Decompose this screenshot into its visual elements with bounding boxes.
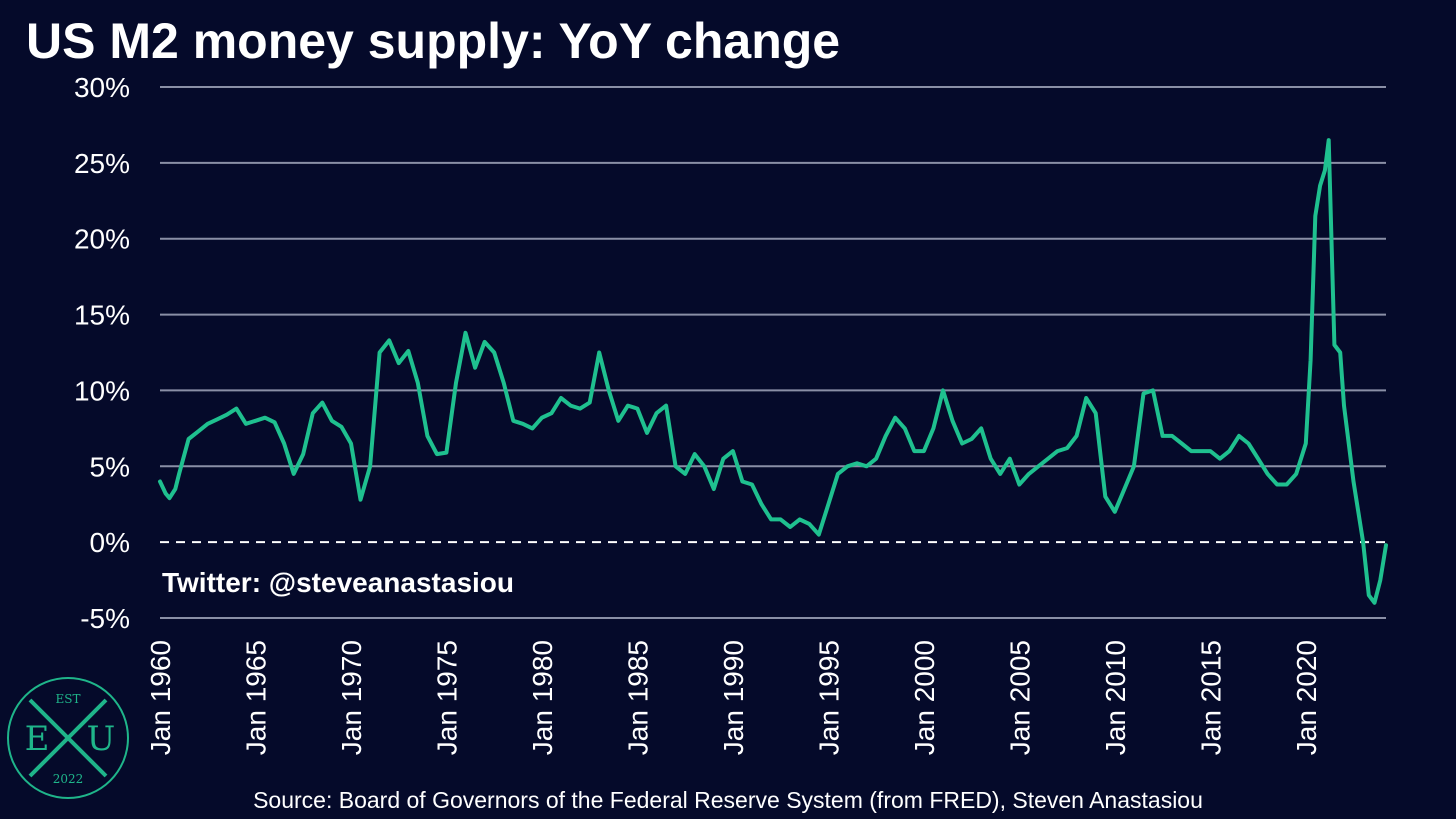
x-tick-label: Jan 2015 [1195, 640, 1226, 755]
x-tick-label: Jan 1995 [813, 640, 844, 755]
y-gridlines [160, 86, 1386, 619]
y-tick-label: 5% [90, 451, 130, 482]
x-tick-label: Jan 1975 [431, 640, 462, 755]
y-tick-label: -5% [80, 603, 130, 634]
y-tick-labels: 30% 25% 20% 15% 10% 5% 0% -5% [74, 72, 130, 634]
y-tick-label: 10% [74, 375, 130, 406]
x-tick-label: Jan 1980 [527, 640, 558, 755]
x-tick-label: Jan 2000 [909, 640, 940, 755]
y-tick-label: 30% [74, 72, 130, 103]
x-tick-label: Jan 1960 [145, 640, 176, 755]
twitter-handle: Twitter: @steveanastasiou [162, 567, 514, 598]
logo-top-text: EST [56, 692, 81, 706]
logo-right-letter: U [87, 719, 116, 759]
source-text: Source: Board of Governors of the Federa… [253, 787, 1203, 813]
x-tick-label: Jan 1985 [622, 640, 653, 755]
x-tick-label: Jan 2020 [1291, 640, 1322, 755]
exu-logo: EST E U 2022 [7, 677, 129, 799]
logo-ring [7, 677, 129, 799]
y-tick-label: 20% [74, 224, 130, 255]
x-tick-label: Jan 2005 [1004, 640, 1035, 755]
x-tick-labels: Jan 1960 Jan 1965 Jan 1970 Jan 1975 Jan 1980… [145, 640, 1322, 755]
logo-cross-line-2 [28, 698, 108, 778]
y-tick-label: 15% [74, 300, 130, 331]
x-tick-label: Jan 2010 [1100, 640, 1131, 755]
logo-left-letter: E [25, 719, 50, 759]
chart-title: US M2 money supply: YoY change [26, 13, 840, 69]
logo-bottom-text: 2022 [53, 772, 84, 786]
x-tick-label: Jan 1970 [336, 640, 367, 755]
y-tick-label: 0% [90, 527, 130, 558]
x-tick-label: Jan 1965 [240, 640, 271, 755]
series-line [158, 138, 1388, 605]
x-tick-label: Jan 1990 [718, 640, 749, 755]
y-tick-label: 25% [74, 148, 130, 179]
